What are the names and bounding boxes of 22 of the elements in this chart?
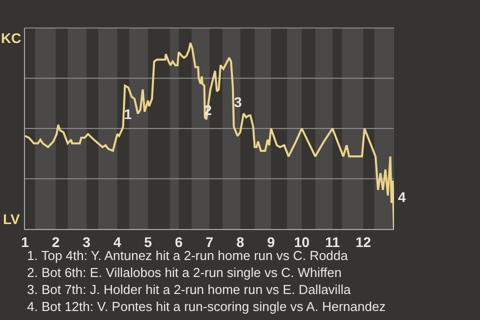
text: KC: [1, 30, 22, 46]
x-tick-label: 5: [144, 234, 152, 250]
x-tick-label: 10: [294, 234, 310, 250]
x-tick-label: 2: [52, 234, 60, 250]
annotation: 1: [124, 106, 132, 122]
x-tick-label: 6: [174, 234, 183, 250]
text: 4. Bot 12th: V. Pontes hit a run-scoring single vs A. Hernandez: [27, 299, 386, 314]
x-tick-label: 7: [206, 234, 214, 250]
annotation: 2: [204, 102, 212, 118]
x-tick-label: 3: [82, 234, 91, 250]
x-tick-label: 4: [113, 234, 122, 250]
x-tick-label: 1: [21, 234, 30, 250]
text: 2. Bot 6th: E. Villalobos hit a 2-run single vs C. Whiffen: [27, 265, 342, 280]
x-tick-label: 8: [236, 234, 244, 250]
x-tick-label: 11: [325, 234, 340, 250]
text: LV: [3, 211, 21, 227]
annotation: 4: [398, 189, 406, 205]
text: 1. Top 4th: Y. Antunez hit a 2-run home run vs C. Rodda: [27, 248, 349, 263]
x-tick-label: 12: [355, 234, 372, 250]
text: 3. Bot 7th: J. Holder hit a 2-run home run vs E. Dallavilla: [27, 282, 352, 297]
x-tick-label: 9: [267, 234, 276, 250]
annotation: 3: [234, 94, 242, 110]
